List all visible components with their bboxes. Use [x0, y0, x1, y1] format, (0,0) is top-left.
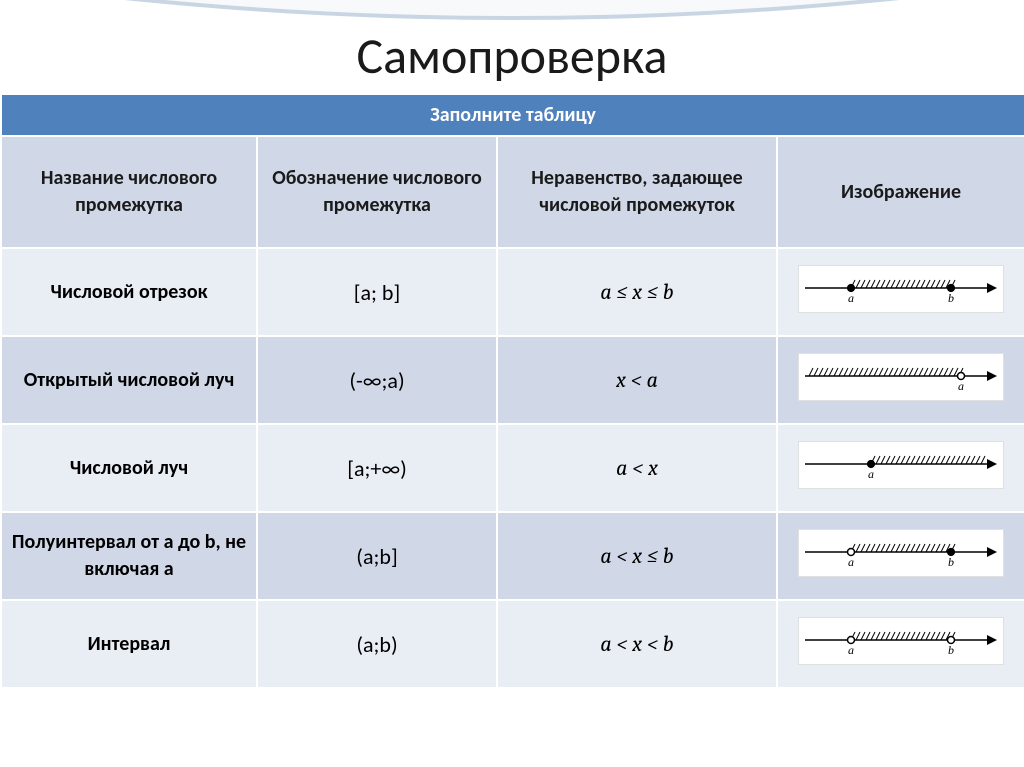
col-header-name: Название числового промежутка: [1, 136, 257, 248]
col-header-notation: Обозначение числового промежутка: [257, 136, 497, 248]
number-line-diagram: a: [798, 353, 1004, 401]
svg-text:a: a: [958, 379, 964, 393]
interval-notation: (a;b]: [257, 512, 497, 600]
interval-notation: [a;+∞): [257, 424, 497, 512]
table-caption-row: Заполните таблицу: [1, 94, 1024, 136]
table-row: Открытый числовой луч (-∞;a) x < a a: [1, 336, 1024, 424]
interval-notation: (-∞;a): [257, 336, 497, 424]
table-caption: Заполните таблицу: [1, 94, 1024, 136]
table-row: Полуинтервал от a до b, не включая a (a;…: [1, 512, 1024, 600]
svg-text:a: a: [848, 291, 854, 305]
table-header-row: Название числового промежутка Обозначени…: [1, 136, 1024, 248]
col-header-inequality: Неравенство, задающее числовой промежуто…: [497, 136, 777, 248]
interval-diagram-cell: ab: [777, 248, 1024, 336]
interval-name: Открытый числовой луч: [1, 336, 257, 424]
table-row: Числовой отрезок [a; b] a ≤ x ≤ b ab: [1, 248, 1024, 336]
number-line-diagram: ab: [798, 617, 1004, 665]
interval-diagram-cell: ab: [777, 512, 1024, 600]
svg-text:b: b: [948, 555, 954, 569]
svg-text:a: a: [868, 467, 874, 481]
svg-text:a: a: [848, 555, 854, 569]
interval-name: Числовой луч: [1, 424, 257, 512]
table-row: Интервал (a;b) a < x < b ab: [1, 600, 1024, 688]
interval-diagram-cell: a: [777, 336, 1024, 424]
number-line-diagram: ab: [798, 529, 1004, 577]
interval-diagram-cell: ab: [777, 600, 1024, 688]
interval-name: Числовой отрезок: [1, 248, 257, 336]
page-title: Самопроверка: [0, 0, 1024, 93]
interval-inequality: x < a: [497, 336, 777, 424]
number-line-diagram: ab: [798, 265, 1004, 313]
svg-text:a: a: [848, 643, 854, 657]
interval-name: Интервал: [1, 600, 257, 688]
interval-inequality: a < x: [497, 424, 777, 512]
svg-text:b: b: [948, 291, 954, 305]
number-line-diagram: a: [798, 441, 1004, 489]
interval-inequality: a ≤ x ≤ b: [497, 248, 777, 336]
table-row: Числовой луч [a;+∞) a < x a: [1, 424, 1024, 512]
interval-notation: (a;b): [257, 600, 497, 688]
intervals-table: Заполните таблицу Название числового про…: [0, 93, 1024, 689]
interval-name: Полуинтервал от a до b, не включая a: [1, 512, 257, 600]
interval-inequality: a < x ≤ b: [497, 512, 777, 600]
svg-text:b: b: [948, 643, 954, 657]
interval-inequality: a < x < b: [497, 600, 777, 688]
col-header-image: Изображение: [777, 136, 1024, 248]
table-container: Заполните таблицу Название числового про…: [0, 93, 1024, 689]
interval-diagram-cell: a: [777, 424, 1024, 512]
interval-notation: [a; b]: [257, 248, 497, 336]
